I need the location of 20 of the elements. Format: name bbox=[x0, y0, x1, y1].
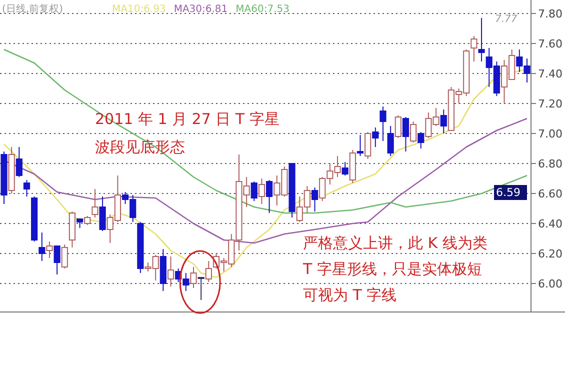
y-tick-label: 6.00 bbox=[538, 278, 562, 290]
annotation: 波段见底形态 bbox=[95, 138, 185, 156]
annotation: 7.77 bbox=[495, 14, 518, 25]
y-tick-label: 7.40 bbox=[538, 68, 562, 80]
y-tick-label: 7.80 bbox=[538, 8, 562, 20]
annotation: 6.59 bbox=[496, 186, 520, 199]
y-tick-label: 6.60 bbox=[538, 188, 562, 200]
y-tick-label: 6.40 bbox=[538, 218, 562, 230]
text: MA10:6.93 bbox=[112, 4, 166, 15]
y-tick-label: 7.60 bbox=[538, 38, 562, 50]
y-tick-label: 6.80 bbox=[538, 158, 562, 170]
annotation: T 字星形线，只是实体极短 bbox=[302, 260, 482, 278]
y-tick-label: 6.20 bbox=[538, 248, 562, 260]
y-tick-label: 7.20 bbox=[538, 98, 562, 110]
annotation: 严格意义上讲，此 K 线为类 bbox=[303, 234, 488, 252]
y-tick-label: 7.00 bbox=[538, 128, 562, 140]
annotation: 可视为 T 字线 bbox=[303, 286, 397, 304]
chart-title: (日线,前复权) bbox=[2, 3, 64, 15]
text: MA60:7.53 bbox=[236, 4, 290, 15]
text: MA30:6.81 bbox=[174, 4, 228, 15]
